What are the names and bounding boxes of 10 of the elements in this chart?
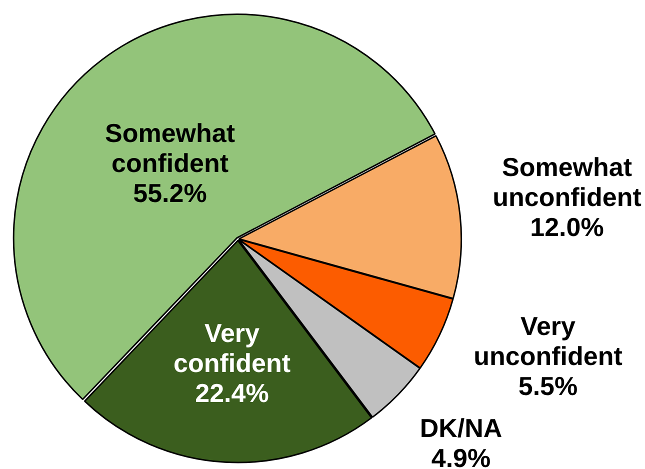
slice-label: Somewhat unconfident	[492, 152, 642, 212]
slice-label: DK/NA	[420, 413, 502, 444]
slice-label: Somewhat confident	[104, 118, 236, 178]
data-label: 12.0%	[530, 212, 604, 242]
data-label: 5.5%	[518, 371, 578, 402]
data-label: 4.9%	[431, 443, 491, 469]
data-label: 55.2%	[133, 178, 207, 208]
slice-label: Very unconfident	[474, 311, 623, 372]
data-label: 22.4%	[195, 378, 269, 408]
slice-label: Very confident	[174, 318, 291, 378]
